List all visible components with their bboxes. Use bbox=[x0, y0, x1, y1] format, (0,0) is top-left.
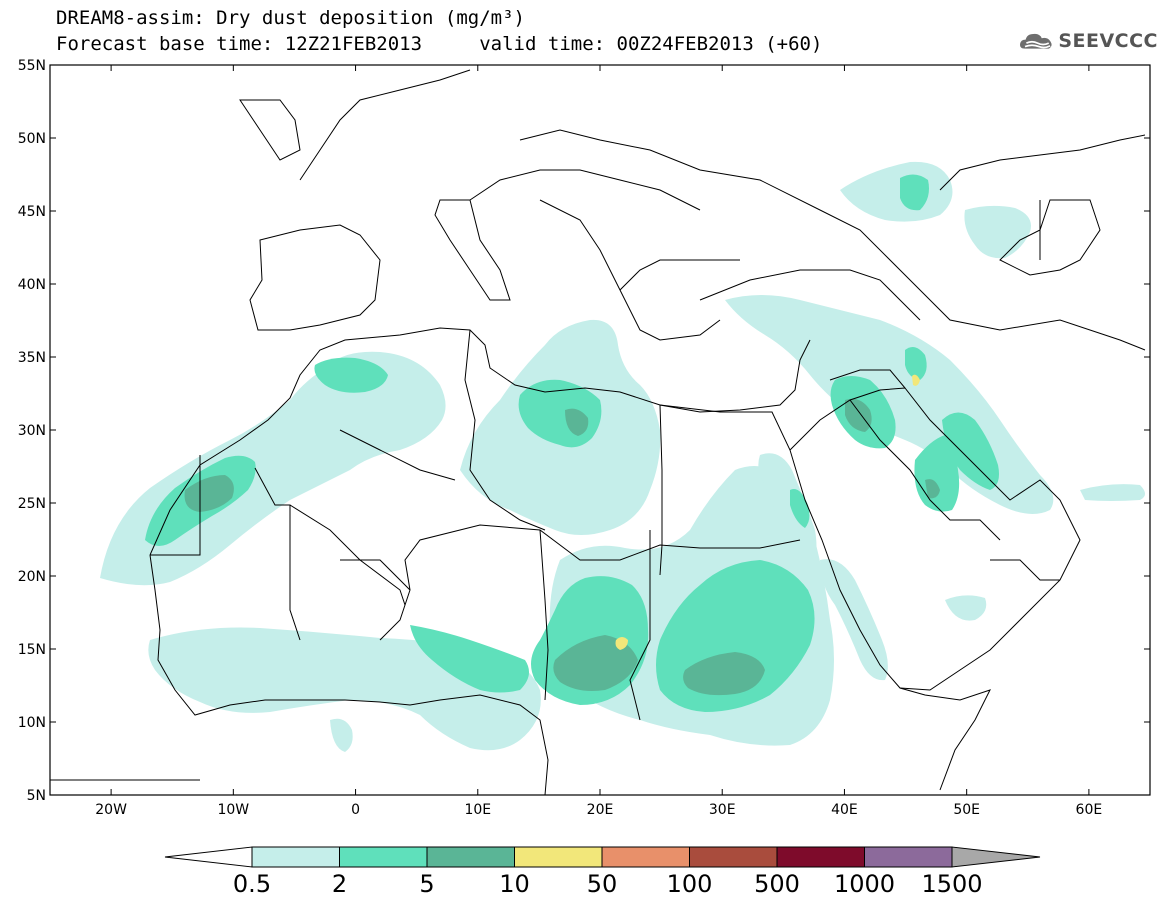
colorbar-swatch bbox=[426, 846, 515, 868]
latitude-tick-labels: 5N 10N 15N 20N 25N 30N 35N 40N 45N 50N 55N bbox=[18, 58, 46, 804]
colorbar-swatch bbox=[251, 846, 340, 868]
lat-tick-label: 45N bbox=[18, 204, 46, 220]
deposition-level-high bbox=[184, 398, 940, 696]
deposition-shading bbox=[100, 161, 1145, 752]
lon-tick-label: 30E bbox=[709, 802, 736, 818]
lat-tick-label: 20N bbox=[18, 569, 46, 585]
colorbar-label: 0.5 bbox=[232, 870, 272, 898]
colorbar-swatch bbox=[864, 846, 953, 868]
colorbar-swatch bbox=[776, 846, 865, 868]
cloud-logo-icon bbox=[1020, 33, 1052, 49]
colorbar-label: 500 bbox=[754, 870, 800, 898]
lat-tick-label: 55N bbox=[18, 58, 46, 74]
colorbar-label: 10 bbox=[499, 870, 530, 898]
lat-tick-label: 5N bbox=[27, 788, 46, 804]
colorbar-label: 1000 bbox=[833, 870, 896, 898]
lon-tick-label: 10E bbox=[464, 802, 491, 818]
forecast-time-subtitle: Forecast base time: 12Z21FEB2013 valid t… bbox=[56, 33, 823, 55]
lat-tick-label: 15N bbox=[18, 642, 46, 658]
colorbar bbox=[164, 846, 1041, 868]
lat-tick-label: 50N bbox=[18, 131, 46, 147]
colorbar-label: 5 bbox=[419, 870, 435, 898]
lon-tick-label: 50E bbox=[953, 802, 980, 818]
lat-tick-label: 30N bbox=[18, 423, 46, 439]
lon-tick-label: 0 bbox=[351, 802, 360, 818]
seevccc-logo: SEEVCCC bbox=[1018, 24, 1158, 58]
lon-tick-label: 20W bbox=[95, 802, 127, 818]
lat-tick-label: 10N bbox=[18, 715, 46, 731]
deposition-level-peak bbox=[615, 374, 920, 650]
logo-text: SEEVCCC bbox=[1058, 30, 1158, 52]
coastlines-borders bbox=[50, 69, 1146, 795]
longitude-tick-labels: 20W 10W 0 10E 20E 30E 40E 50E 60E bbox=[95, 802, 1102, 818]
colorbar-swatch bbox=[601, 846, 690, 868]
lon-tick-label: 10W bbox=[217, 802, 249, 818]
colorbar-swatch bbox=[339, 846, 428, 868]
lat-tick-label: 35N bbox=[18, 350, 46, 366]
colorbar-label: 50 bbox=[586, 870, 618, 898]
colorbar-label: 1500 bbox=[921, 870, 983, 898]
lon-tick-label: 20E bbox=[587, 802, 614, 818]
axis-ticks bbox=[50, 64, 1150, 796]
colorbar-swatch bbox=[514, 846, 603, 868]
colorbar-under-triangle bbox=[164, 846, 253, 868]
lon-tick-label: 60E bbox=[1076, 802, 1103, 818]
colorbar-label: 100 bbox=[666, 870, 713, 898]
colorbar-over-triangle bbox=[951, 846, 1041, 868]
map-title: DREAM8-assim: Dry dust deposition (mg/m³… bbox=[56, 7, 525, 29]
colorbar-label: 2 bbox=[331, 870, 348, 898]
colorbar-swatch bbox=[689, 846, 778, 868]
lon-tick-label: 40E bbox=[831, 802, 858, 818]
lat-tick-label: 40N bbox=[18, 277, 46, 293]
lat-tick-label: 25N bbox=[18, 496, 46, 512]
